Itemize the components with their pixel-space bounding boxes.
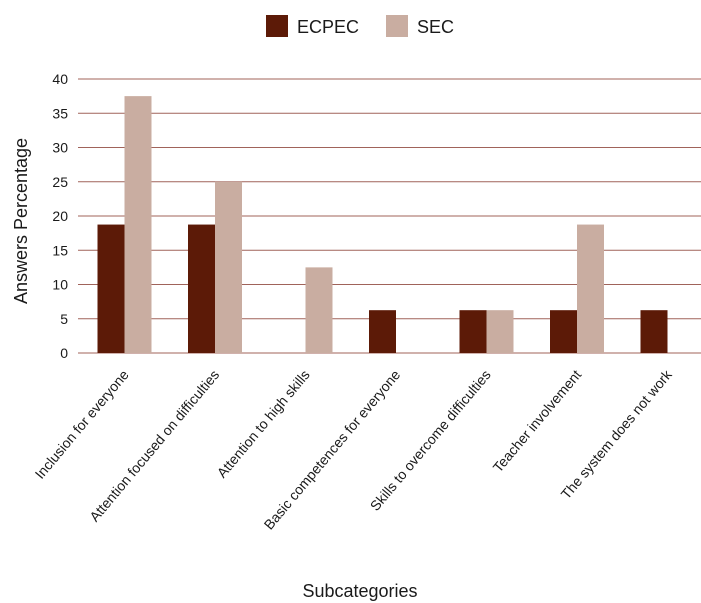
y-tick-label: 5	[60, 311, 68, 327]
gridlines	[78, 78, 701, 354]
bar-ecpec-1	[188, 224, 215, 353]
bar-sec-2	[305, 267, 333, 353]
x-tick-label: Inclusion for everyone	[31, 366, 131, 481]
x-tick-label: Attention to high skills	[214, 367, 313, 481]
y-tick-label: 10	[52, 277, 68, 293]
legend-label-ecpec: ECPEC	[297, 17, 359, 37]
y-axis-title: Answers Percentage	[11, 138, 31, 304]
bar-sec-1	[215, 181, 242, 353]
bar-sec-0	[124, 96, 152, 353]
x-axis-title: Subcategories	[302, 581, 417, 601]
legend-swatch-ecpec	[266, 15, 288, 37]
y-tick-label: 0	[60, 345, 68, 361]
bar-ecpec-4	[459, 310, 487, 353]
y-tick-label: 15	[52, 242, 68, 258]
bar-ecpec-3	[369, 310, 396, 353]
y-tick-label: 40	[52, 71, 68, 87]
bar-ecpec-5	[550, 310, 577, 353]
x-tick-label: Teacher involvement	[490, 367, 585, 476]
legend-swatch-sec	[386, 15, 408, 37]
bar-ecpec-0	[97, 224, 125, 353]
y-tick-label: 35	[52, 105, 68, 121]
bar-sec-4	[486, 310, 514, 353]
bar-ecpec-6	[640, 310, 668, 353]
y-axis-ticks: 0 5 10 15 20 25 30 35 40	[52, 71, 68, 361]
bar-sec-5	[577, 224, 604, 353]
y-tick-label: 20	[52, 208, 68, 224]
legend-label-sec: SEC	[417, 17, 454, 37]
bars	[97, 96, 668, 353]
legend: ECPEC SEC	[266, 15, 454, 37]
y-tick-label: 30	[52, 140, 68, 156]
y-tick-label: 25	[52, 174, 68, 190]
